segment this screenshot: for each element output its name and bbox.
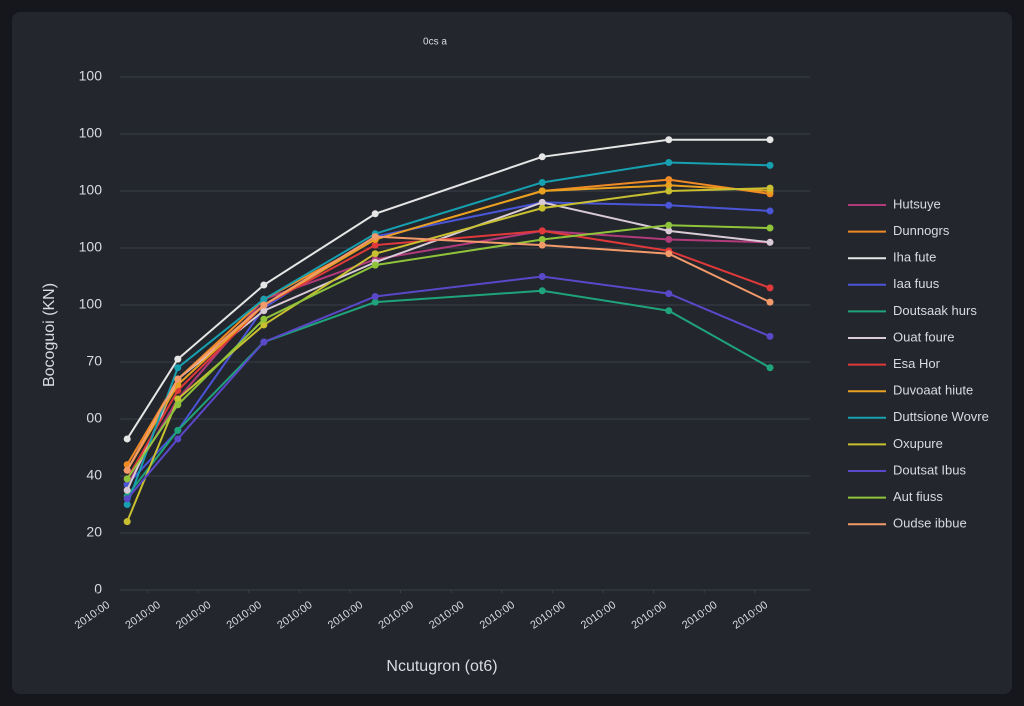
data-point bbox=[123, 435, 131, 443]
panel bbox=[12, 12, 1012, 694]
data-point bbox=[371, 210, 379, 218]
legend-label: Dunnogrs bbox=[893, 223, 950, 238]
chart-title: 0cs a bbox=[423, 37, 447, 48]
data-point bbox=[665, 221, 673, 229]
data-point bbox=[538, 273, 546, 280]
data-point bbox=[538, 241, 546, 249]
y-tick-label: 00 bbox=[86, 410, 102, 426]
y-tick-label: 100 bbox=[79, 125, 103, 141]
data-point bbox=[766, 207, 774, 215]
y-tick-label: 0 bbox=[94, 581, 102, 597]
data-point bbox=[766, 298, 774, 306]
data-point bbox=[123, 495, 131, 503]
data-point bbox=[665, 181, 673, 189]
data-point bbox=[538, 178, 546, 186]
data-point bbox=[538, 187, 546, 195]
data-point bbox=[665, 307, 673, 315]
data-point bbox=[371, 298, 379, 306]
y-tick-label: 100 bbox=[79, 239, 103, 255]
data-point bbox=[665, 235, 673, 243]
data-point bbox=[174, 435, 182, 443]
legend-label: Hutsuye bbox=[893, 196, 941, 211]
data-point bbox=[371, 261, 379, 269]
data-point bbox=[665, 176, 673, 184]
data-point bbox=[123, 518, 131, 526]
data-point bbox=[371, 292, 379, 300]
data-point bbox=[665, 250, 673, 258]
y-tick-label: 70 bbox=[86, 353, 102, 369]
data-point bbox=[766, 136, 774, 144]
legend-label: Ouat foure bbox=[893, 329, 954, 344]
x-axis-label: Ncutugron (ot6) bbox=[386, 658, 497, 675]
legend-label: Iha fute bbox=[893, 250, 936, 265]
data-point bbox=[665, 201, 673, 209]
data-point bbox=[174, 401, 182, 409]
legend-label: Oxupure bbox=[893, 436, 943, 451]
y-tick-label: 100 bbox=[79, 296, 103, 312]
legend-label: Aut fiuss bbox=[893, 489, 943, 504]
data-point bbox=[260, 281, 268, 289]
data-point bbox=[665, 136, 673, 144]
legend-label: Duvoaat hiute bbox=[893, 383, 973, 398]
data-point bbox=[260, 315, 268, 323]
data-point bbox=[766, 332, 774, 340]
data-point bbox=[665, 159, 673, 166]
data-point bbox=[260, 307, 268, 315]
y-tick-label: 40 bbox=[86, 467, 102, 483]
data-point bbox=[260, 338, 268, 346]
data-point bbox=[538, 204, 546, 212]
data-point bbox=[538, 198, 546, 206]
data-point bbox=[371, 241, 379, 249]
data-point bbox=[123, 486, 131, 494]
y-axis-label: Bocoguoi (KN) bbox=[41, 283, 58, 387]
legend-label: Duttsione Wovre bbox=[893, 409, 989, 424]
data-point bbox=[174, 395, 182, 403]
data-point bbox=[538, 153, 546, 161]
data-point bbox=[665, 290, 673, 298]
data-point bbox=[123, 475, 131, 483]
data-point bbox=[766, 184, 774, 192]
data-point bbox=[538, 227, 546, 235]
data-point bbox=[766, 161, 774, 169]
data-point bbox=[260, 321, 268, 329]
data-point bbox=[174, 375, 182, 383]
data-point bbox=[174, 355, 182, 363]
legend-label: Doutsaak hurs bbox=[893, 303, 977, 318]
data-point bbox=[123, 466, 131, 474]
data-point bbox=[538, 287, 546, 295]
data-point bbox=[174, 426, 182, 434]
data-point bbox=[260, 301, 268, 309]
data-point bbox=[371, 250, 379, 258]
data-point bbox=[766, 238, 774, 246]
data-point bbox=[260, 295, 268, 303]
y-tick-label: 20 bbox=[86, 524, 102, 540]
legend-label: Doutsat Ibus bbox=[893, 462, 966, 477]
data-point bbox=[538, 235, 546, 243]
legend-label: Esa Hor bbox=[893, 356, 941, 371]
data-point bbox=[371, 233, 379, 241]
data-point bbox=[665, 187, 673, 195]
data-point bbox=[766, 224, 774, 232]
y-tick-label: 100 bbox=[79, 68, 103, 84]
data-point bbox=[123, 501, 131, 508]
data-point bbox=[766, 284, 774, 292]
legend-label: Oudse ibbue bbox=[893, 516, 967, 531]
y-tick-label: 100 bbox=[79, 182, 103, 198]
data-point bbox=[174, 364, 182, 372]
legend-label: Iaa fuus bbox=[893, 276, 940, 291]
data-point bbox=[766, 364, 774, 372]
data-point bbox=[665, 227, 673, 235]
